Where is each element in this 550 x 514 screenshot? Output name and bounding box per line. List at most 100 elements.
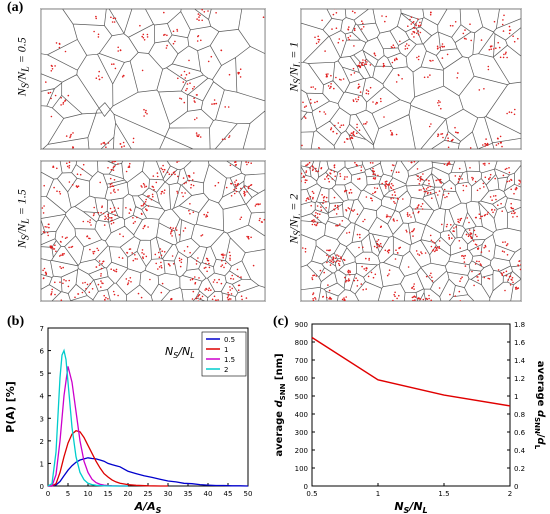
- particle-dot: [199, 9, 201, 10]
- particle-dot: [201, 234, 204, 236]
- particle-dot: [471, 179, 474, 181]
- particle-dot: [484, 214, 487, 216]
- particle-dot: [356, 100, 358, 103]
- particle-dot: [332, 257, 335, 259]
- particle-dot: [161, 168, 164, 171]
- particle-dot: [54, 94, 57, 97]
- particle-dot: [380, 225, 382, 228]
- particle-dot: [113, 63, 115, 65]
- particle-dot: [356, 126, 358, 129]
- particle-dot: [117, 46, 119, 49]
- particle-dot: [211, 103, 213, 105]
- particle-dot: [214, 184, 217, 187]
- particle-dot: [339, 223, 341, 225]
- particle-dot: [472, 177, 474, 180]
- particle-dot: [188, 72, 191, 74]
- particle-dot: [196, 117, 198, 119]
- particle-dot: [513, 192, 515, 195]
- particle-dot: [368, 257, 370, 260]
- particle-dot: [126, 283, 129, 286]
- particle-dot: [349, 138, 351, 140]
- particle-dot: [329, 259, 331, 262]
- particle-dot: [59, 266, 61, 268]
- particle-dot: [410, 23, 413, 25]
- particle-dot: [158, 256, 161, 258]
- particle-dot: [262, 16, 265, 18]
- particle-dot: [401, 78, 403, 80]
- particle-dot: [329, 87, 331, 90]
- particle-dot: [502, 56, 505, 59]
- particle-dot: [245, 297, 248, 299]
- particle-dot: [312, 299, 315, 301]
- particle-dot: [347, 270, 349, 273]
- particle-dot: [155, 262, 157, 265]
- particle-dot: [224, 254, 226, 256]
- particle-dot: [205, 214, 208, 216]
- particle-dot: [197, 135, 200, 138]
- particle-dot: [413, 228, 416, 230]
- particle-dot: [176, 190, 178, 193]
- particle-dot: [469, 23, 471, 25]
- particle-dot: [319, 213, 321, 215]
- particle-dot: [350, 132, 353, 134]
- particle-dot: [407, 161, 410, 162]
- particle-dot: [447, 192, 450, 195]
- particle-dot: [440, 133, 442, 135]
- particle-dot: [141, 252, 143, 254]
- particle-dot: [426, 192, 429, 195]
- particle-dot: [261, 221, 263, 223]
- series-line-1: [48, 429, 168, 487]
- particle-dot: [113, 293, 116, 296]
- particle-dot: [305, 170, 308, 172]
- particle-dot: [221, 260, 223, 262]
- particle-dot: [455, 226, 457, 228]
- particle-dot: [372, 177, 375, 179]
- particle-dot: [484, 176, 487, 179]
- particle-dot: [461, 254, 463, 257]
- particle-dot: [210, 55, 213, 58]
- particle-dot: [359, 66, 362, 69]
- particle-dot: [100, 273, 102, 275]
- particle-dot: [158, 266, 161, 268]
- y-tick-label-left: 900: [295, 321, 308, 329]
- particle-dot: [142, 257, 144, 260]
- particle-dot: [414, 299, 416, 301]
- particle-dot: [330, 83, 332, 85]
- particle-dot: [316, 100, 318, 103]
- particle-dot: [446, 53, 449, 56]
- particle-dot: [352, 99, 355, 101]
- particle-dot: [142, 204, 144, 207]
- particle-dot: [464, 29, 466, 31]
- particle-dot: [190, 187, 192, 189]
- particle-dot: [387, 215, 389, 218]
- y-tick-label-left: 600: [295, 375, 308, 383]
- particle-dot: [437, 102, 439, 104]
- particle-dot: [506, 243, 509, 245]
- x-tick-label: 40: [204, 490, 213, 498]
- particle-dot: [196, 134, 198, 136]
- particle-dot: [229, 257, 231, 260]
- particle-dot: [105, 146, 107, 148]
- particle-dot: [166, 44, 168, 47]
- particle-dot: [60, 267, 63, 270]
- x-tick-label: 20: [124, 490, 133, 498]
- particle-dot: [335, 213, 338, 215]
- particle-dot: [211, 298, 214, 301]
- particle-dot: [412, 229, 415, 231]
- particle-dot: [63, 279, 65, 281]
- particle-dot: [421, 203, 424, 205]
- particle-dot: [458, 177, 460, 180]
- particle-dot: [444, 196, 446, 199]
- particle-dot: [100, 267, 103, 270]
- particle-dot: [317, 170, 320, 172]
- particle-dot: [326, 296, 328, 299]
- particle-dot: [54, 281, 56, 284]
- particle-dot: [493, 209, 496, 211]
- particle-dot: [329, 298, 332, 300]
- y-tick-label-right: 1: [514, 393, 518, 401]
- particle-dot: [497, 137, 499, 140]
- particle-dot: [183, 101, 186, 104]
- particle-dot: [182, 177, 185, 179]
- particle-dot: [322, 197, 325, 199]
- particle-dot: [80, 301, 82, 302]
